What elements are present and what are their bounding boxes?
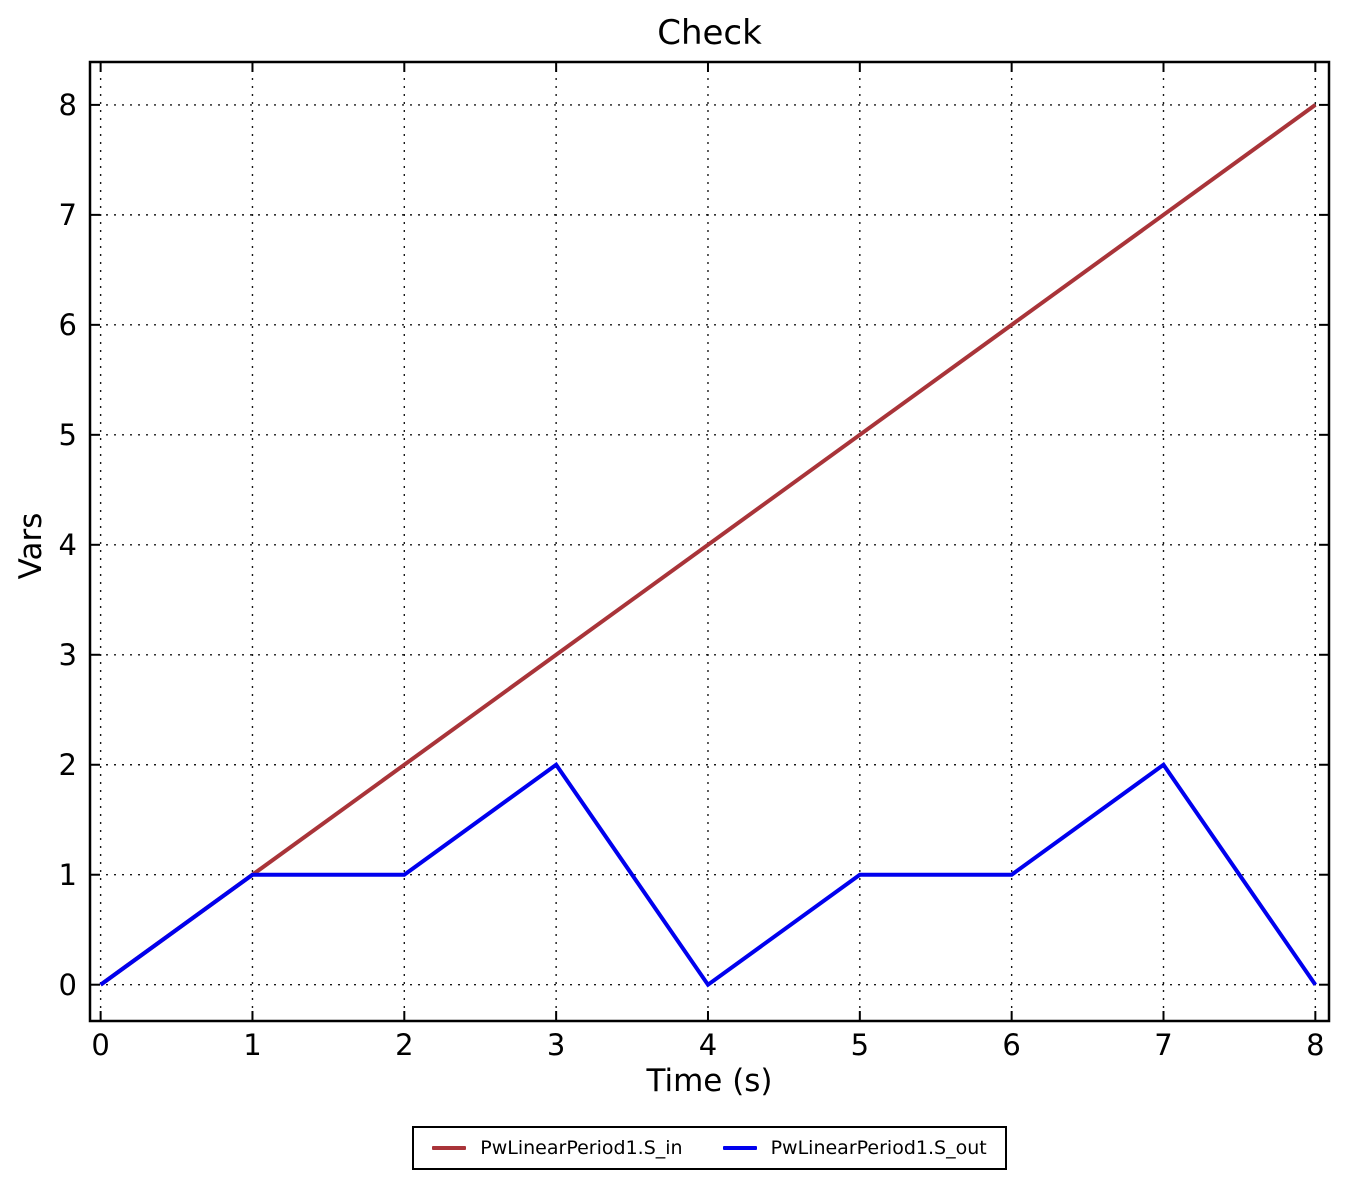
legend-item-s-in: PwLinearPeriod1.S_in: [432, 1137, 683, 1159]
y-tick-label: 5: [58, 417, 77, 452]
legend-line-sample-s-in: [432, 1146, 467, 1150]
x-tick-label: 4: [698, 1028, 718, 1062]
x-tick-label: 5: [850, 1028, 870, 1062]
y-tick-label: 3: [58, 637, 77, 672]
legend-box: PwLinearPeriod1.S_in PwLinearPeriod1.S_o…: [412, 1126, 1007, 1170]
tick-marks: [90, 62, 1329, 1021]
gridlines: [90, 62, 1329, 1021]
axes-frame: [88, 60, 1331, 1023]
y-tick-label: 2: [58, 747, 77, 782]
legend-label-s-in: PwLinearPeriod1.S_in: [480, 1137, 683, 1159]
y-tick-label: 8: [58, 87, 77, 122]
x-tick-label: 0: [91, 1028, 110, 1062]
legend: PwLinearPeriod1.S_in PwLinearPeriod1.S_o…: [90, 1126, 1329, 1170]
series-line-PwLinearPeriod1.S_out: [99, 761, 1317, 988]
y-tick-label: 4: [58, 527, 77, 562]
legend-label-s-out: PwLinearPeriod1.S_out: [770, 1137, 987, 1159]
x-tick-label: 1: [243, 1028, 262, 1062]
y-tick-label: 7: [58, 197, 77, 232]
y-tick-label: 1: [58, 857, 77, 892]
y-tick-label: 6: [58, 307, 77, 342]
series-line-PwLinearPeriod1.S_in: [99, 103, 1317, 987]
x-tick-label: 6: [1002, 1028, 1021, 1062]
x-tick-label: 3: [546, 1028, 566, 1062]
series-lines: [99, 103, 1317, 988]
x-axis-label: Time (s): [646, 1063, 773, 1099]
x-tick-label: 8: [1306, 1028, 1325, 1062]
legend-item-s-out: PwLinearPeriod1.S_out: [722, 1137, 987, 1159]
x-tick-label: 7: [1154, 1028, 1173, 1062]
x-tick-label: 2: [395, 1028, 414, 1062]
legend-line-sample-s-out: [722, 1146, 757, 1150]
chart-title: Check: [657, 13, 762, 53]
y-tick-label: 0: [58, 967, 77, 1002]
